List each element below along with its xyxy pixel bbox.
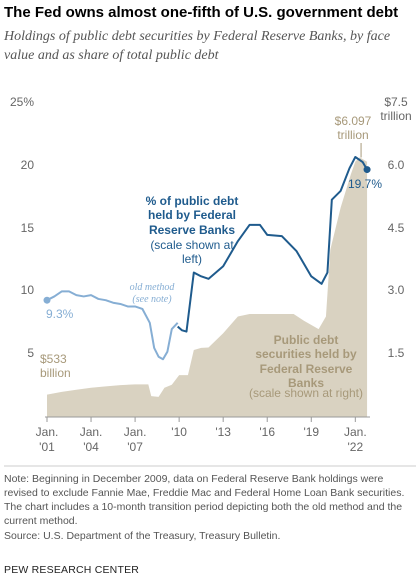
value-label: 19.7%	[348, 177, 383, 191]
x-tick-label: Jan. '07	[123, 425, 147, 454]
area	[47, 157, 368, 417]
x-tick-label: '19	[303, 425, 320, 439]
y2-tick-label: 4.5	[387, 220, 405, 235]
note: Note: Beginning in December 2009, data o…	[4, 473, 405, 527]
y-tick-label: 20	[20, 157, 34, 172]
x-tick-label: '10	[171, 425, 187, 439]
y-tick-label: 5	[27, 346, 34, 361]
series-label: old method (see note)	[129, 282, 175, 305]
y2-tick-label: 3.0	[387, 283, 405, 298]
x-tick-label: Jan. '04	[79, 425, 103, 454]
x-tick-label: Jan. '22	[343, 425, 367, 454]
x-tick-label: '16	[259, 425, 276, 439]
chart-title: The Fed owns almost one-fifth of U.S. go…	[4, 4, 399, 21]
x-tick-label: Jan. '01	[35, 425, 59, 454]
line	[177, 156, 368, 333]
value-label: 9.3%	[46, 307, 74, 321]
value-label: $6.097 trillion	[334, 114, 372, 143]
point	[363, 166, 371, 174]
y2-tick-label: 6.0	[387, 157, 405, 172]
chart-subtitle: Holdings of public debt securities by Fe…	[4, 29, 391, 63]
y-tick-label: 10	[20, 283, 34, 298]
line	[46, 290, 179, 361]
value-label: $533 billion	[40, 352, 71, 381]
point	[43, 296, 51, 304]
source: Source: U.S. Department of the Treasury,…	[4, 530, 281, 542]
series-label: % of public debt held by Federal Reserve…	[145, 194, 239, 237]
y2-tick-label: $7.5 trillion	[380, 95, 412, 124]
footer: PEW RESEARCH CENTER	[4, 564, 140, 576]
x-tick-label: '13	[215, 425, 231, 439]
y-tick-label: 25%	[9, 95, 34, 109]
y2-tick-label: 1.5	[387, 346, 405, 361]
series-label: Public debt securities held by Federal R…	[255, 333, 357, 391]
y-tick-label: 15	[20, 220, 34, 235]
series-note: (scale shown at right)	[248, 386, 364, 400]
series-note: (scale shown at left)	[150, 238, 234, 267]
